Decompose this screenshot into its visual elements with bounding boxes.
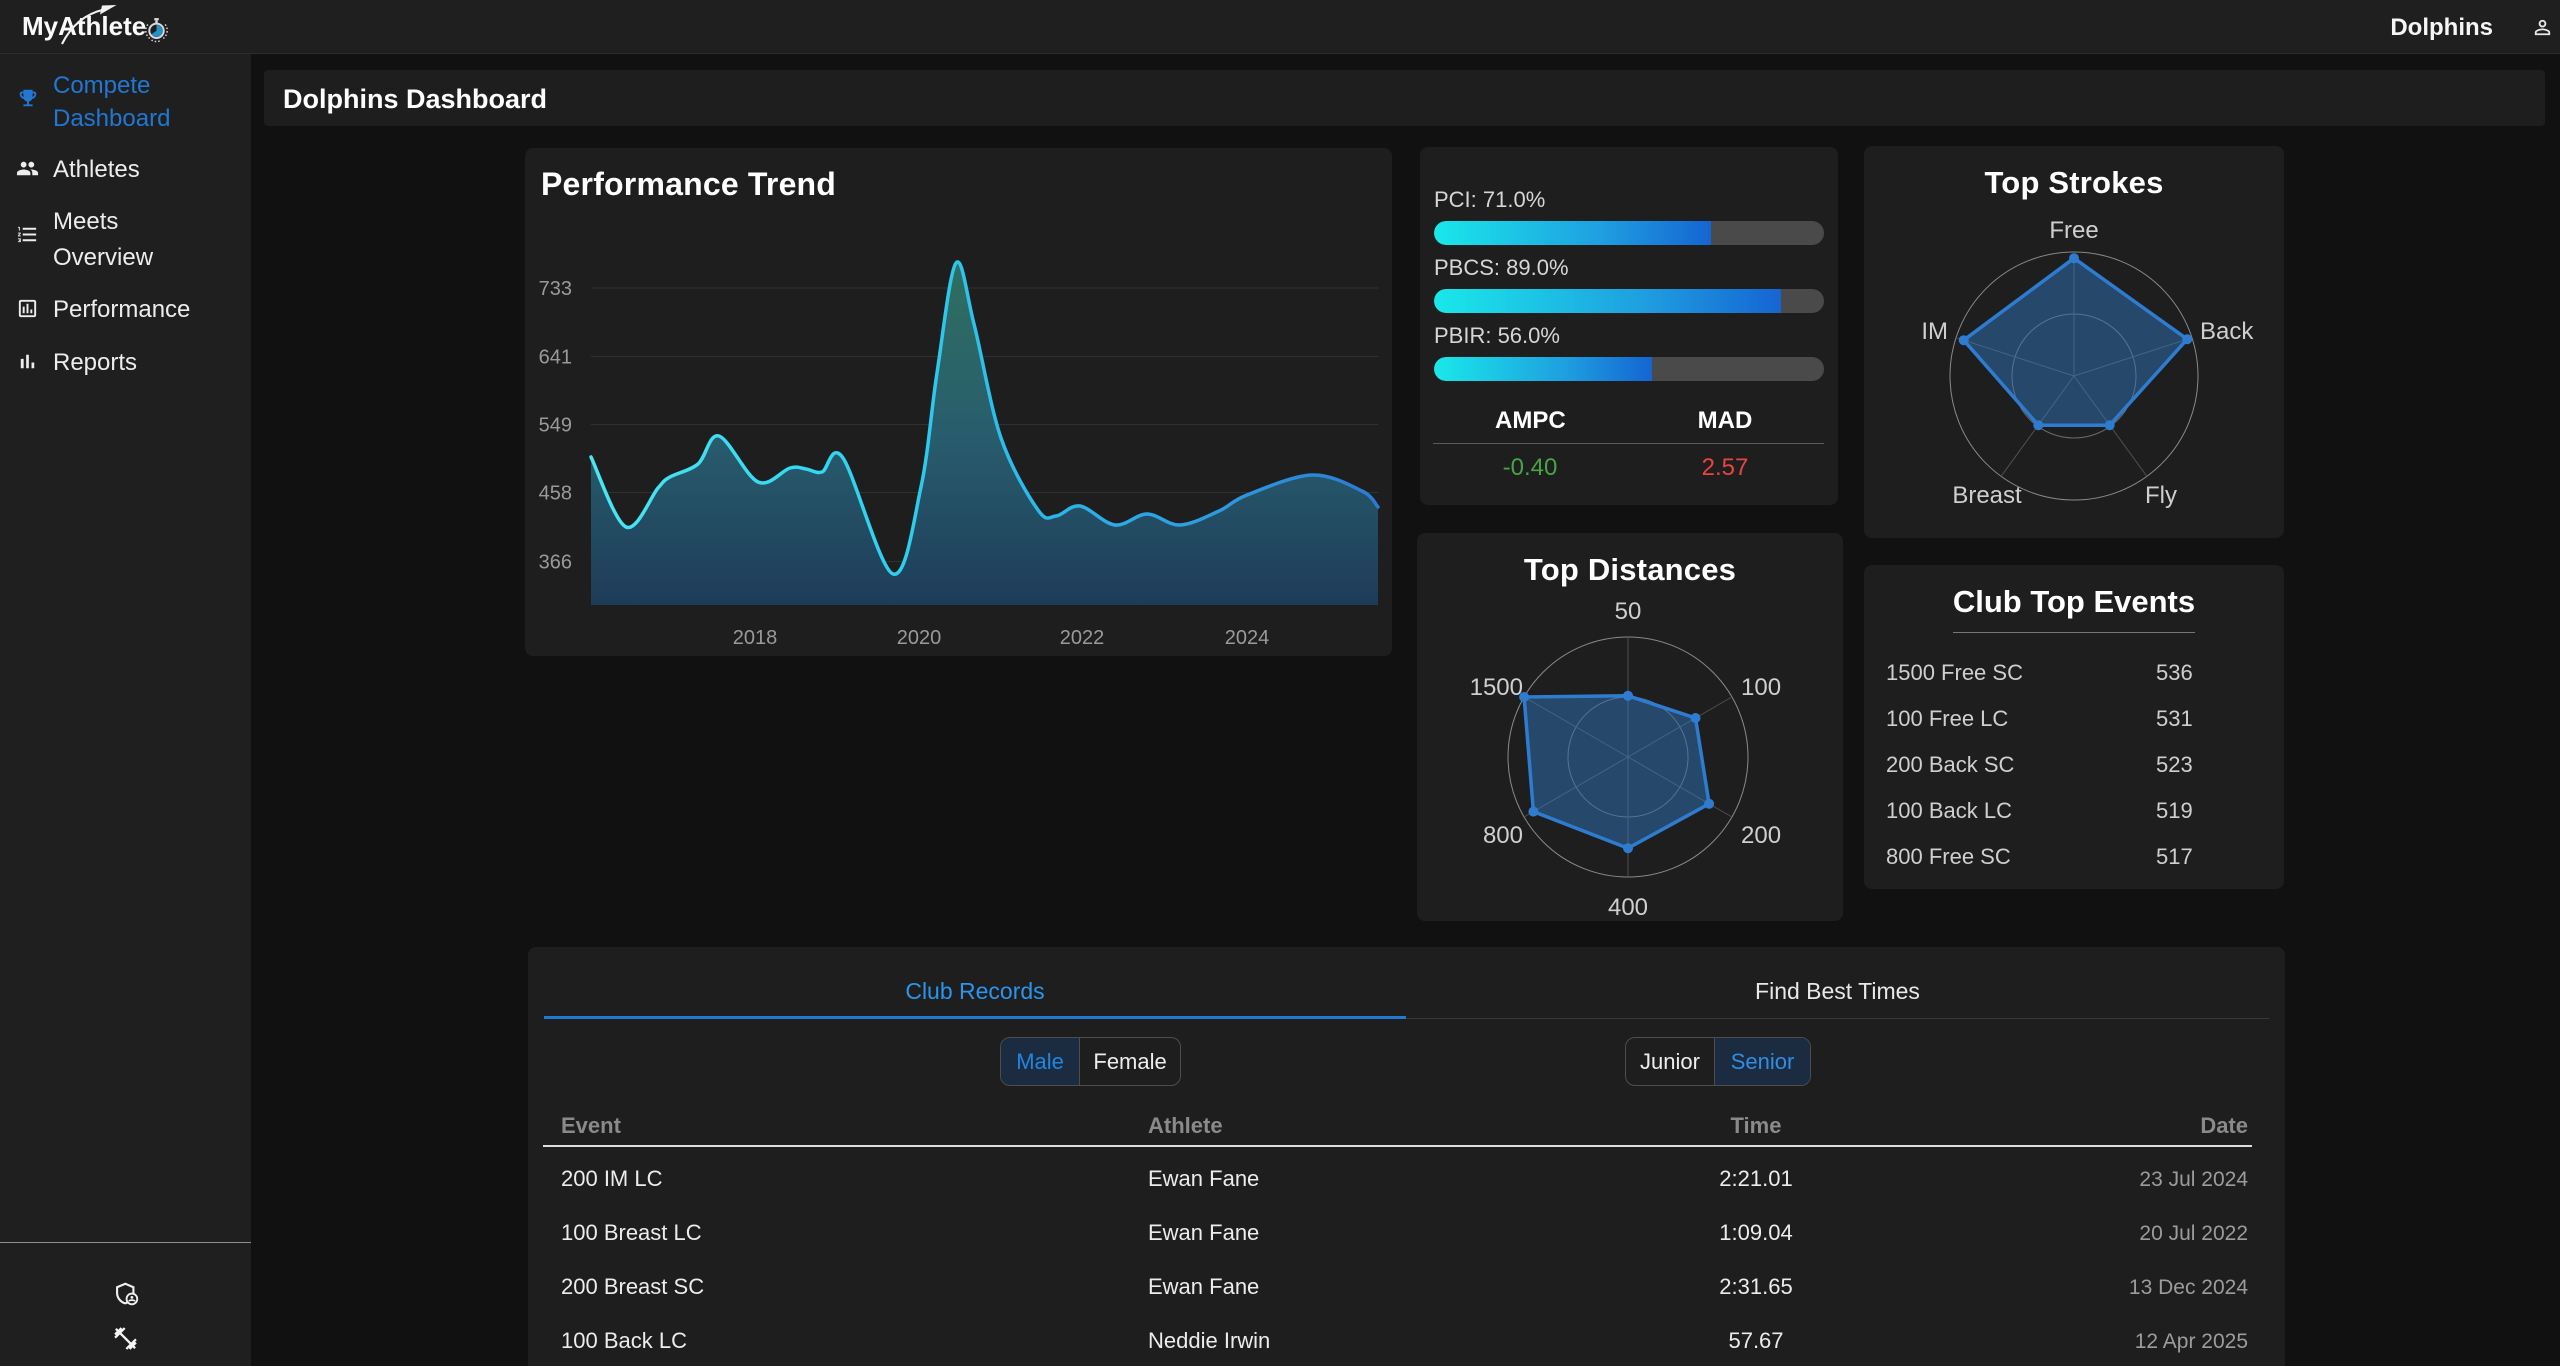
svg-text:733: 733 — [539, 278, 572, 300]
svg-text:458: 458 — [539, 483, 572, 505]
svg-text:2024: 2024 — [1225, 627, 1270, 649]
svg-text:Free: Free — [2049, 217, 2098, 244]
svg-text:50: 50 — [1615, 598, 1642, 625]
svg-text:2018: 2018 — [733, 627, 778, 649]
svg-text:2020: 2020 — [897, 627, 942, 649]
svg-text:Back: Back — [2200, 318, 2254, 345]
svg-text:549: 549 — [539, 415, 572, 437]
svg-text:400: 400 — [1608, 894, 1648, 921]
svg-text:366: 366 — [539, 552, 572, 574]
svg-text:Fly: Fly — [2145, 482, 2177, 509]
svg-text:IM: IM — [1921, 318, 1948, 345]
svg-text:800: 800 — [1483, 822, 1523, 849]
svg-text:2022: 2022 — [1060, 627, 1105, 649]
svg-text:1500: 1500 — [1470, 674, 1523, 701]
svg-text:641: 641 — [539, 347, 572, 369]
svg-text:Breast: Breast — [1952, 482, 2022, 509]
svg-text:200: 200 — [1741, 822, 1781, 849]
svg-text:100: 100 — [1741, 674, 1781, 701]
